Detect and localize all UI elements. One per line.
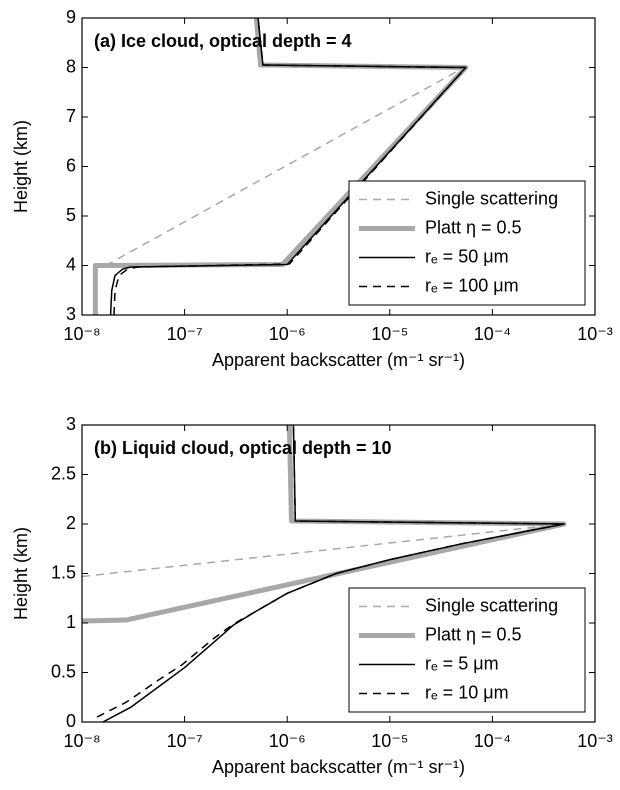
- y-tick-label: 0.5: [51, 661, 76, 681]
- x-tick-label: 10⁻⁵: [371, 324, 408, 344]
- y-tick-label: 2: [66, 513, 76, 533]
- legend-label: rₑ = 10 μm: [425, 682, 509, 702]
- y-tick-label: 6: [66, 155, 76, 175]
- x-tick-label: 10⁻⁴: [474, 324, 511, 344]
- x-axis-label: Apparent backscatter (m⁻¹ sr⁻¹): [212, 757, 465, 777]
- series-line: [113, 18, 467, 315]
- legend-label: Platt η = 0.5: [425, 217, 522, 237]
- x-tick-label: 10⁻⁶: [269, 731, 306, 751]
- y-tick-label: 1: [66, 612, 76, 632]
- legend-box: [348, 180, 586, 306]
- x-tick-label: 10⁻⁸: [63, 324, 100, 344]
- series-line: [92, 18, 469, 315]
- legend-label: rₑ = 100 μm: [425, 275, 519, 295]
- y-tick-label: 3: [66, 414, 76, 434]
- series-line: [96, 425, 565, 718]
- series-line: [105, 66, 465, 267]
- legend-label: Platt η = 0.5: [425, 624, 522, 644]
- x-tick-label: 10⁻⁴: [474, 731, 511, 751]
- y-tick-label: 0: [66, 711, 76, 731]
- y-tick-label: 8: [66, 56, 76, 76]
- chart-title: (a) Ice cloud, optical depth = 4: [94, 31, 352, 51]
- legend-label: Single scattering: [425, 595, 558, 615]
- series-line: [82, 523, 565, 578]
- x-tick-label: 10⁻⁶: [269, 324, 306, 344]
- legend-label: Single scattering: [425, 188, 558, 208]
- y-tick-label: 1.5: [51, 562, 76, 582]
- x-tick-label: 10⁻³: [577, 324, 613, 344]
- y-axis-label: Height (km): [11, 527, 31, 620]
- legend-label: rₑ = 5 μm: [425, 653, 499, 673]
- x-tick-label: 10⁻⁷: [167, 324, 203, 344]
- x-tick-label: 10⁻⁸: [63, 731, 100, 751]
- y-tick-label: 4: [66, 254, 76, 274]
- legend-label: rₑ = 50 μm: [425, 246, 509, 266]
- y-tick-label: 5: [66, 205, 76, 225]
- y-tick-label: 2.5: [51, 463, 76, 483]
- x-tick-label: 10⁻³: [577, 731, 613, 751]
- chart-title: (b) Liquid cloud, optical depth = 10: [94, 438, 392, 458]
- series-line: [109, 18, 467, 315]
- x-tick-label: 10⁻⁵: [371, 731, 408, 751]
- y-axis-label: Height (km): [11, 120, 31, 213]
- x-axis-label: Apparent backscatter (m⁻¹ sr⁻¹): [212, 350, 465, 370]
- x-tick-label: 10⁻⁷: [167, 731, 203, 751]
- legend-box: [348, 587, 586, 713]
- y-tick-label: 7: [66, 106, 76, 126]
- y-tick-label: 3: [66, 304, 76, 324]
- y-tick-label: 9: [66, 7, 76, 27]
